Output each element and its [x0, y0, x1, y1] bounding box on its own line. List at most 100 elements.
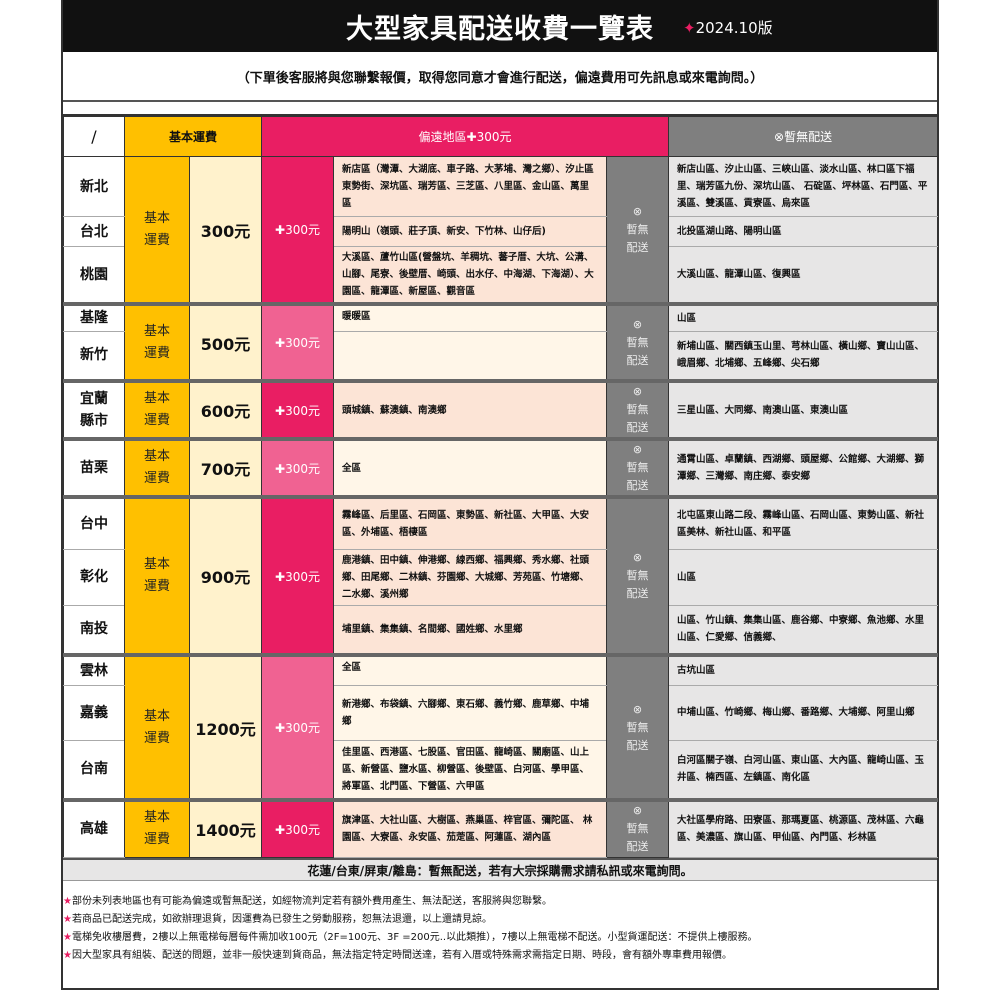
base-line: 基本 — [143, 323, 170, 339]
no-entry-icon: ⊗ — [632, 317, 643, 331]
base-fee-label: 基本 運費 — [124, 302, 190, 382]
base-line: 運費 — [143, 471, 170, 486]
region-name: 新竹 — [80, 347, 108, 364]
base-price: 300元 — [188, 156, 263, 305]
region-cell: 桃園 — [63, 246, 125, 305]
table-row: 台南 佳里區、西港區、七股區、官田區、龍崎區、關廟區、山上區、新營區、鹽水區、柳營… — [63, 739, 939, 801]
table-row: 高雄 基本 運費 1400元 ✚300元 旗津區、大社山區、大樹區、燕巢區、梓官區、彌陀區… — [63, 798, 939, 858]
header-remote: 偏遠地區✚300元 — [261, 116, 670, 157]
no-delivery-line: 暫無 — [626, 222, 649, 236]
table-row: 雲林 基本 運費 1200元 ✚300元 全區 ⊗ 暫無 配送 古坑山區 — [63, 653, 939, 801]
fee-table: / 基本運費 偏遠地區✚300元 ⊗暫無配送 新北 基本 運費 300元 ✚300元 新店… — [63, 116, 939, 858]
note-item: ★因大型家具有組裝、配送的問題，並非一般快速到貨商品，無法指定特定時間送達，若有… — [63, 947, 937, 965]
region-cell: 南投 — [63, 604, 125, 656]
table-row: 基隆 基本 運費 500元 ✚300元 暖暖區 ⊗ 暫無 配送 山區 — [63, 302, 939, 382]
no-entry-icon: ⊗ — [632, 702, 643, 716]
no-delivery-areas: 山區、竹山鎮、集集山區、鹿谷鄉、中寮鄉、魚池鄉、水里山區、仁愛鄉、信義鄉、 — [668, 604, 939, 656]
base-line: 基本 — [143, 708, 170, 724]
base-price: 900元 — [188, 495, 263, 656]
no-delivery-line: 暫無 — [626, 461, 649, 474]
remote-areas: 頭城鎮、蘇澳鎮、南澳鄉 — [333, 379, 608, 440]
base-fee-label: 基本 運費 — [124, 798, 190, 858]
no-delivery-line: 配送 — [626, 840, 649, 854]
subtitle: （下單後客服將與您聯繫報價，取得您同意才會進行配送，偏遠費用可先訊息或來電詢問。… — [63, 52, 937, 102]
remote-areas: 陽明山（嶺頭、莊子頂、新安、下竹林、山仔后) — [333, 216, 608, 247]
remote-surcharge: ✚300元 — [261, 437, 335, 498]
table-row: 新北 基本 運費 300元 ✚300元 新店區（灣潭、大湖底、車子路、大茅埔、灣之鄉）、汐… — [63, 156, 939, 305]
no-delivery-line: 暫無 — [626, 822, 649, 836]
region-cell: 彰化 — [63, 548, 125, 606]
region-name: 雲林 — [80, 662, 108, 679]
table-row: 台北 陽明山（嶺頭、莊子頂、新安、下竹林、山仔后) 北投區湖山路、陽明山區 — [63, 216, 939, 247]
fee-sheet: 大型家具配送收費一覽表 ✦2024.10版 （下單後客服將與您聯繫報價，取得您同… — [61, 0, 939, 990]
base-price: 500元 — [188, 302, 263, 382]
notes: ★部份未列表地區也有可能為偏遠或暫無配送，如經物流判定若有額外費用產生、無法配送… — [63, 879, 937, 990]
no-delivery-areas: 山區 — [668, 548, 939, 606]
note-item: ★電梯免收樓層費，2樓以上無電梯每層每件需加收100元（2F=100元、3F =… — [63, 929, 937, 947]
table-row: 苗栗 基本 運費 700元 ✚300元 全區 ⊗ 暫無 配送 通霄山區、卓蘭鎮、西湖鄉、頭屋鄉、公… — [63, 437, 939, 498]
region-name: 苗栗 — [80, 460, 108, 476]
note-text: 部份未列表地區也有可能為偏遠或暫無配送，如經物流判定若有額外費用產生、無法配送，… — [71, 895, 552, 907]
no-delivery-areas: 通霄山區、卓蘭鎮、西湖鄉、頭屋鄉、公館鄉、大湖鄉、獅潭鄉、三灣鄉、南庄鄉、泰安鄉 — [668, 437, 939, 498]
base-line: 運費 — [143, 730, 170, 746]
remote-surcharge: ✚300元 — [261, 379, 335, 440]
no-delivery-line: 配送 — [626, 421, 649, 434]
no-entry-icon: ⊗ — [632, 385, 643, 398]
no-delivery-areas: 新店山區、汐止山區、三峽山區、淡水山區、林口區下福里、瑞芳區九份、深坑山區、 石… — [668, 156, 939, 217]
no-delivery-label: ⊗ 暫無配送 — [606, 302, 670, 382]
note-text: 因大型家具有組裝、配送的問題，並非一般快速到貨商品，無法指定特定時間送達，若有入… — [71, 949, 732, 961]
remote-surcharge: ✚300元 — [261, 653, 335, 801]
version-text: 2024.10版 — [695, 19, 773, 37]
remote-surcharge: ✚300元 — [261, 302, 335, 382]
table-row: 嘉義 新港鄉、布袋鎮、六腳鄉、東石鄉、義竹鄉、鹿草鄉、中埔鄉 中埔山區、竹崎鄉、梅山… — [63, 684, 939, 741]
no-entry-icon: ⊗ — [632, 204, 643, 218]
region-cell: 台南 — [63, 739, 125, 801]
remote-areas — [333, 330, 608, 382]
note-text: 電梯免收樓層費，2樓以上無電梯每層每件需加收100元（2F=100元、3F =2… — [71, 931, 758, 943]
no-delivery-areas: 北投區湖山路、陽明山區 — [668, 216, 939, 247]
no-delivery-label: ⊗ 暫無 配送 — [606, 379, 670, 440]
remote-surcharge: ✚300元 — [261, 156, 335, 305]
base-price: 600元 — [188, 379, 263, 440]
header-no-delivery: ⊗暫無配送 — [668, 116, 939, 157]
region-cell: 新北 — [63, 156, 125, 217]
table-row: 新竹 新埔山區、關西鎮玉山里、芎林山區、橫山鄉、寶山山區、峨眉鄉、北埔鄉、五峰鄉、… — [63, 330, 939, 382]
table-row: 宜蘭縣市 基本 運費 600元 ✚300元 頭城鎮、蘇澳鎮、南澳鄉 ⊗ 暫無 配送 三星山區、大同… — [63, 379, 939, 440]
no-delivery-line: 配送 — [626, 738, 649, 752]
base-fee-label: 基本 運費 — [124, 495, 190, 656]
no-entry-icon: ⊗ — [632, 804, 643, 818]
region-name: 宜蘭縣市 — [80, 391, 108, 429]
remote-areas: 霧峰區、后里區、石岡區、東勢區、新社區、大甲區、大安區、外埔區、梧棲區 — [333, 495, 608, 550]
no-delivery-label: ⊗ 暫無配送 — [606, 653, 670, 801]
remote-areas: 鹿港鎮、田中鎮、伸港鄉、線西鄉、福興鄉、秀水鄉、社頭鄉、田尾鄉、二林鎮、芬園鄉、… — [333, 548, 608, 606]
region-name: 基隆 — [80, 310, 108, 327]
base-line: 基本 — [143, 391, 170, 406]
region-name: 嘉義 — [80, 704, 108, 721]
no-delivery-line: 暫無 — [626, 720, 649, 734]
remote-areas: 大溪區、蘆竹山區(營盤坑、羊稠坑、蕃子厝、大坑、公溝、山腳、尾寮、後壁厝、崎頭、… — [333, 246, 608, 305]
region-name: 台南 — [80, 761, 108, 778]
no-delivery-label: ⊗ 暫無配送 — [606, 798, 670, 858]
no-delivery-areas: 三星山區、大同鄉、南澳山區、東澳山區 — [668, 379, 939, 440]
region-cell: 高雄 — [63, 798, 125, 858]
no-delivery-line: 配送 — [626, 353, 649, 367]
star-icon: ★ — [63, 895, 72, 907]
no-delivery-label: ⊗ 暫無 配送 — [606, 437, 670, 498]
base-line: 基本 — [143, 449, 170, 464]
no-delivery-line: 暫無 — [626, 335, 649, 349]
remote-surcharge: ✚300元 — [261, 495, 335, 656]
region-name: 南投 — [80, 621, 108, 638]
base-price: 700元 — [188, 437, 263, 498]
base-line: 運費 — [143, 579, 170, 594]
no-delivery-areas: 大社區學府路、田寮區、那瑪夏區、桃源區、茂林區、六龜區、美濃區、旗山區、甲仙區、… — [668, 798, 939, 858]
region-name: 台北 — [80, 223, 108, 240]
no-delivery-label: ⊗ 暫無 配送 — [606, 495, 670, 656]
remote-areas: 旗津區、大社山區、大樹區、燕巢區、梓官區、彌陀區、 林園區、大寮區、永安區、茄萣… — [333, 798, 608, 858]
no-entry-icon: ⊗ — [632, 443, 643, 456]
table-row: 台中 基本 運費 900元 ✚300元 霧峰區、后里區、石岡區、東勢區、新社區、大甲區、大… — [63, 495, 939, 656]
note-text: 若商品已配送完成，如欲辦理退貨，因運費為已發生之勞動服務，恕無法退還，以上還請見… — [71, 913, 492, 925]
region-cell: 嘉義 — [63, 684, 125, 741]
footer-note: 花蓮/台東/屏東/離島：暫無配送，若有大宗採購需求請私訊或來電詢問。 — [63, 857, 937, 880]
base-line: 運費 — [143, 832, 170, 848]
table-header: / 基本運費 偏遠地區✚300元 ⊗暫無配送 — [63, 116, 939, 157]
